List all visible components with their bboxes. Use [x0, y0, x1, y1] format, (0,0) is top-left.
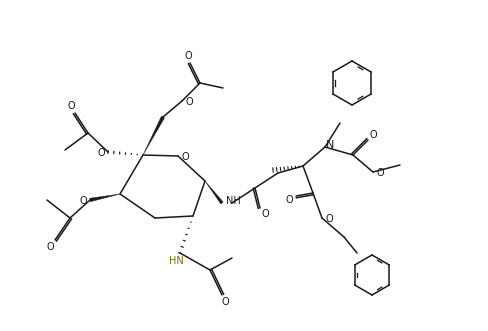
Text: NH: NH — [225, 196, 240, 206]
Text: O: O — [67, 101, 75, 111]
Text: O: O — [184, 51, 191, 61]
Text: O: O — [261, 209, 268, 219]
Text: HN: HN — [168, 256, 183, 266]
Text: O: O — [368, 130, 376, 140]
Text: O: O — [79, 196, 87, 206]
Text: N: N — [325, 140, 333, 150]
Text: O: O — [285, 195, 292, 205]
Text: O: O — [375, 168, 383, 178]
Text: O: O — [181, 152, 188, 162]
Polygon shape — [204, 181, 223, 204]
Polygon shape — [89, 194, 120, 202]
Text: O: O — [325, 214, 332, 224]
Text: O: O — [46, 242, 54, 252]
Text: O: O — [97, 148, 104, 158]
Text: O: O — [221, 297, 228, 307]
Polygon shape — [142, 116, 164, 155]
Text: O: O — [185, 97, 192, 107]
